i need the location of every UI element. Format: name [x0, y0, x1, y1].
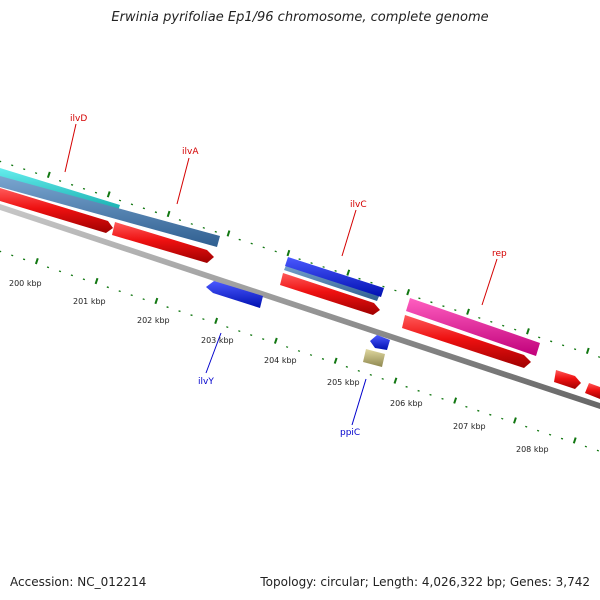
- axis-label: 201 kbp: [73, 297, 106, 306]
- axis-label: 205 kbp: [327, 378, 360, 387]
- major-tick: [466, 308, 470, 315]
- gene-label-rep: rep: [492, 249, 507, 259]
- magenta-feature-rep: [406, 298, 540, 356]
- cds-arrow-ilvy: [206, 281, 263, 308]
- major-tick: [585, 347, 590, 355]
- axis-label: 200 kbp: [9, 279, 42, 288]
- inner-tick-track: [0, 250, 600, 452]
- minor-tick: [321, 357, 325, 360]
- major-tick: [214, 317, 219, 325]
- major-tick: [346, 269, 351, 276]
- gene-label-ilva: ilvA: [182, 147, 199, 157]
- ppic-leader-line: [351, 378, 367, 426]
- major-tick: [393, 377, 398, 384]
- axis-label: 202 kbp: [137, 316, 170, 325]
- major-tick: [406, 288, 411, 296]
- minor-tick: [345, 365, 349, 368]
- accession-text: Accession: NC_012214: [10, 575, 147, 589]
- cds-arrow-ilvc: [280, 273, 380, 315]
- minor-tick: [549, 340, 553, 343]
- cds-arrow-rep: [402, 315, 531, 368]
- gene-label-ilvc: ilvC: [350, 200, 367, 210]
- kbp-axis-labels: 200 kbp 201 kbp 202 kbp 203 kbp 204 kbp …: [9, 279, 549, 454]
- gene-label-ppic: ppiC: [340, 428, 360, 438]
- outer-tick-track: [0, 160, 600, 358]
- cds-arrow-ilva: [112, 222, 214, 263]
- major-tick: [226, 230, 231, 237]
- axis-label: 208 kbp: [516, 445, 549, 454]
- major-tick: [453, 397, 458, 404]
- major-tick: [526, 328, 530, 335]
- cds-arrow-small-1: [554, 370, 581, 389]
- gene-label-ilvy: ilvY: [198, 377, 214, 387]
- major-tick: [273, 337, 278, 344]
- ilvy-leader-line: [205, 332, 222, 374]
- blue-feature-ilvc: [285, 257, 384, 297]
- genome-backbone: [0, 204, 600, 409]
- major-tick: [572, 437, 577, 444]
- ilvd-leader-line: [64, 123, 77, 173]
- steelblue-feature-band-left: [0, 176, 220, 247]
- axis-label: 206 kbp: [390, 399, 423, 408]
- minor-tick: [501, 417, 504, 420]
- page-title: Erwinia pyrifoliae Ep1/96 chromosome, co…: [111, 10, 489, 25]
- major-tick: [46, 171, 51, 179]
- axis-label: 204 kbp: [264, 356, 297, 365]
- axis-label: 203 kbp: [201, 336, 234, 345]
- minor-tick: [166, 306, 169, 309]
- major-tick: [166, 210, 171, 218]
- major-tick: [94, 277, 99, 285]
- ilva-leader-line: [176, 157, 190, 205]
- major-tick: [513, 417, 517, 424]
- cds-arrow-ilvd: [0, 188, 113, 233]
- major-tick: [154, 297, 159, 305]
- major-tick: [333, 357, 338, 364]
- cds-arrow-ppic: [370, 335, 390, 350]
- cds-arrow-small-2: [585, 383, 600, 399]
- major-tick: [106, 191, 111, 198]
- ilvc-leader-line: [341, 209, 357, 257]
- major-tick: [34, 257, 39, 265]
- axis-label: 207 kbp: [453, 422, 486, 431]
- major-tick: [286, 249, 291, 257]
- genome-summary-text: Topology: circular; Length: 4,026,322 bp…: [260, 575, 590, 589]
- khaki-feature: [363, 349, 385, 367]
- minor-tick: [142, 298, 145, 301]
- rep-leader-line: [481, 258, 498, 306]
- gene-label-ilvd: ilvD: [70, 114, 87, 124]
- minor-tick: [130, 203, 134, 206]
